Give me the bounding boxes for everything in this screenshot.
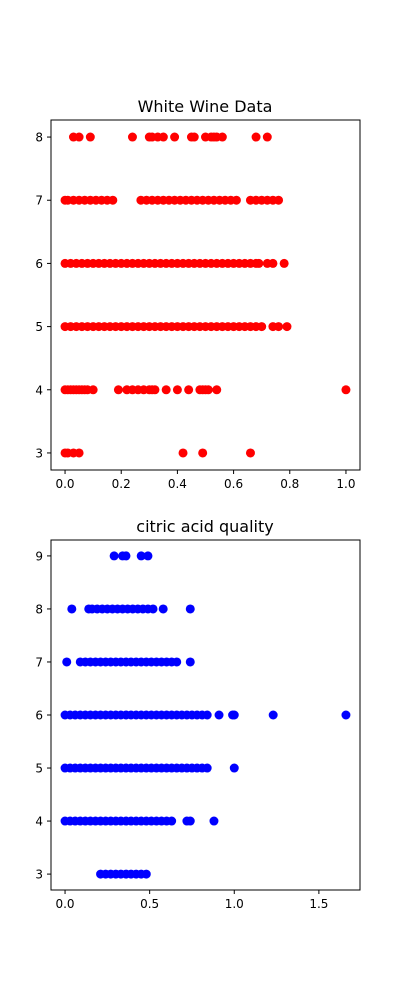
data-point (178, 448, 188, 458)
y-axis: 3 4 5 6 7 8 9 (35, 549, 51, 882)
chart-title: White Wine Data (138, 97, 273, 116)
data-point (161, 385, 171, 395)
data-point (257, 322, 267, 332)
y-tick-label: 6 (35, 709, 43, 723)
data-point (229, 763, 239, 773)
data-point (170, 132, 180, 142)
data-point (158, 604, 168, 614)
data-point (254, 258, 264, 268)
y-tick-label: 7 (35, 194, 43, 208)
x-tick-label: 1.0 (336, 477, 355, 491)
y-tick-label: 4 (35, 815, 43, 829)
data-point (212, 385, 222, 395)
data-point (150, 385, 160, 395)
x-tick-label: 0.5 (140, 897, 159, 911)
data-point (231, 195, 241, 205)
data-point (127, 132, 137, 142)
data-point (158, 132, 168, 142)
data-point (172, 385, 182, 395)
chart-title: citric acid quality (136, 517, 273, 536)
scatter-points (60, 551, 351, 879)
data-point (141, 869, 151, 879)
data-point (341, 385, 351, 395)
data-point (185, 657, 195, 667)
data-point (62, 657, 72, 667)
data-point (341, 710, 351, 720)
data-point (74, 132, 84, 142)
plot-area-frame (50, 119, 361, 471)
y-tick-label: 3 (35, 868, 43, 882)
data-point (245, 448, 255, 458)
data-point (279, 258, 289, 268)
data-point (88, 385, 98, 395)
x-axis: 0.0 0.2 0.4 0.6 0.8 1.0 (55, 470, 356, 491)
y-tick-label: 8 (35, 131, 43, 145)
data-point (229, 710, 239, 720)
x-tick-label: 1.0 (225, 897, 244, 911)
y-tick-label: 4 (35, 383, 43, 397)
data-point (185, 604, 195, 614)
data-point (113, 385, 123, 395)
scatter-points (60, 132, 351, 458)
data-point (136, 551, 146, 561)
x-axis: 0.0 0.5 1.0 1.5 (55, 890, 328, 911)
y-tick-label: 9 (35, 549, 43, 563)
data-point (274, 195, 284, 205)
data-point (217, 132, 227, 142)
data-point (121, 551, 131, 561)
data-point (148, 604, 158, 614)
x-tick-label: 0.8 (280, 477, 299, 491)
data-point (189, 132, 199, 142)
data-point (143, 551, 153, 561)
y-tick-label: 8 (35, 602, 43, 616)
white-wine-scatter-panel: White Wine Data 0.0 0.2 0.4 0.6 0.8 1.0 3 4 5 6 7… (35, 97, 361, 491)
data-point (108, 195, 118, 205)
data-point (209, 816, 219, 826)
data-point (274, 322, 284, 332)
data-point (268, 710, 278, 720)
y-tick-label: 5 (35, 320, 43, 334)
data-point (251, 132, 261, 142)
x-tick-label: 0.2 (112, 477, 131, 491)
data-point (262, 132, 272, 142)
x-tick-label: 0.6 (224, 477, 243, 491)
y-axis: 3 4 5 6 7 8 (35, 131, 51, 460)
data-point (268, 258, 278, 268)
y-tick-label: 7 (35, 655, 43, 669)
data-point (202, 710, 212, 720)
data-point (172, 657, 182, 667)
data-point (198, 448, 208, 458)
citric-acid-scatter-panel: citric acid quality 0.0 0.5 1.0 1.5 3 4 5 6 7 8 9 (35, 517, 361, 911)
data-point (74, 448, 84, 458)
y-tick-label: 6 (35, 257, 43, 271)
x-tick-label: 0.0 (55, 477, 74, 491)
data-point (282, 322, 292, 332)
data-point (214, 710, 224, 720)
data-point (67, 604, 77, 614)
data-point (203, 385, 213, 395)
data-point (109, 551, 119, 561)
y-tick-label: 5 (35, 762, 43, 776)
data-point (184, 385, 194, 395)
x-tick-label: 1.5 (309, 897, 328, 911)
x-tick-label: 0.4 (168, 477, 187, 491)
data-point (185, 816, 195, 826)
y-tick-label: 3 (35, 446, 43, 460)
x-tick-label: 0.0 (55, 897, 74, 911)
data-point (85, 132, 95, 142)
data-point (202, 763, 212, 773)
data-point (167, 816, 177, 826)
